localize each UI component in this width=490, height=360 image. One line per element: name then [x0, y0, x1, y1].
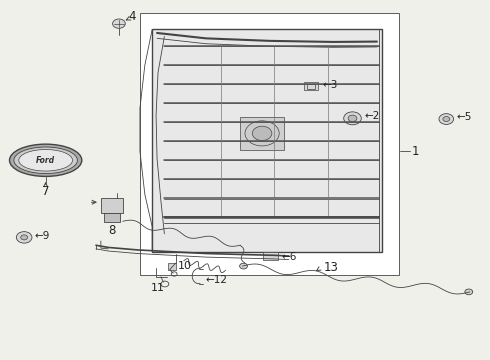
Circle shape [439, 114, 454, 125]
Circle shape [113, 19, 125, 28]
Text: Ford: Ford [36, 156, 55, 165]
Text: ←6: ←6 [282, 252, 297, 262]
Circle shape [252, 126, 272, 140]
Polygon shape [240, 117, 284, 149]
Polygon shape [140, 13, 399, 275]
Polygon shape [152, 30, 382, 252]
Text: ←3: ←3 [322, 80, 338, 90]
Text: ←5: ←5 [456, 112, 471, 122]
Circle shape [21, 235, 27, 240]
Text: 11: 11 [151, 283, 165, 293]
Text: ←9: ←9 [35, 231, 50, 241]
Text: ←12: ←12 [206, 275, 228, 285]
Text: 13: 13 [323, 261, 338, 274]
Polygon shape [168, 263, 175, 270]
Text: 7: 7 [42, 185, 49, 198]
Text: ←2: ←2 [365, 111, 380, 121]
Circle shape [343, 112, 361, 125]
Circle shape [16, 231, 32, 243]
Polygon shape [101, 198, 123, 213]
Circle shape [443, 117, 450, 122]
Circle shape [348, 115, 357, 122]
Circle shape [465, 289, 473, 295]
Polygon shape [263, 252, 278, 260]
Ellipse shape [19, 149, 73, 171]
Ellipse shape [14, 147, 77, 174]
Ellipse shape [9, 144, 82, 176]
Text: 4: 4 [129, 10, 136, 23]
Polygon shape [104, 213, 120, 222]
Polygon shape [304, 82, 318, 90]
Text: 10: 10 [177, 261, 192, 271]
Text: 1: 1 [412, 145, 419, 158]
Circle shape [245, 121, 279, 146]
Text: 8: 8 [108, 224, 116, 238]
Circle shape [240, 263, 247, 269]
